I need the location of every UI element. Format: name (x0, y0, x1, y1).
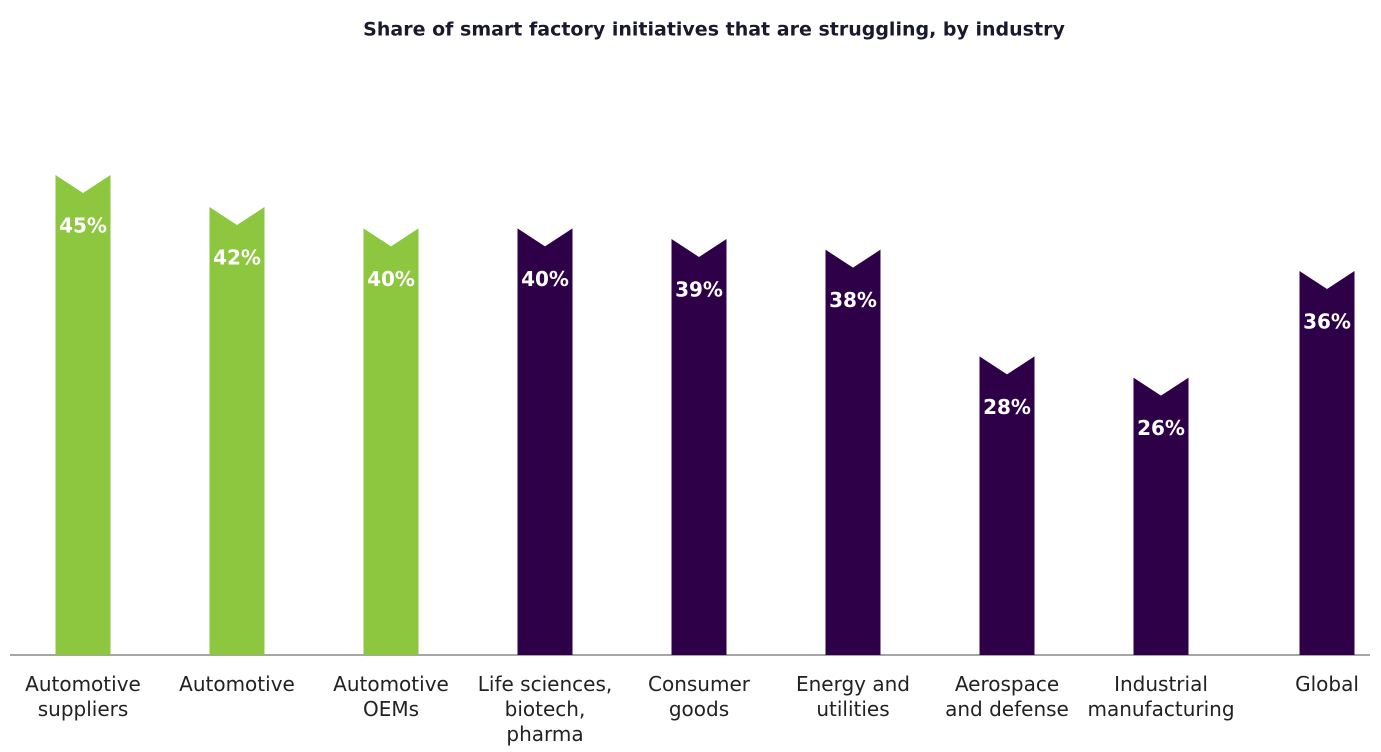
bar (671, 239, 727, 655)
value-label: 42% (213, 246, 261, 270)
x-tick-label: Life sciences, biotech, pharma (477, 672, 613, 746)
value-label: 39% (675, 278, 723, 302)
bar (363, 228, 419, 656)
x-tick-label: Automotive suppliers (25, 672, 141, 721)
bar (209, 207, 265, 655)
chart-title: Share of smart factory initiatives that … (363, 19, 1065, 41)
x-tick-label: Automotive (179, 672, 295, 696)
value-label: 40% (367, 267, 415, 291)
value-label: 26% (1137, 416, 1185, 440)
bar (825, 249, 881, 655)
value-label: 45% (59, 214, 107, 238)
x-tick-label: Industrial manufacturing (1087, 672, 1235, 721)
bar (55, 175, 111, 655)
x-tick-label: Automotive OEMs (333, 672, 449, 721)
bar (979, 356, 1035, 655)
value-label: 40% (521, 267, 569, 291)
x-tick-label: Energy and utilities (795, 672, 910, 721)
bar (1299, 271, 1355, 655)
bar (1133, 377, 1189, 655)
x-tick-label: Global (1295, 672, 1359, 696)
value-label: 28% (983, 395, 1031, 419)
bar (517, 228, 573, 656)
x-tick-label: Consumer goods (648, 672, 750, 721)
value-label: 36% (1303, 310, 1351, 334)
value-label: 38% (829, 288, 877, 312)
x-tick-label: Aerospace and defense (945, 672, 1069, 721)
